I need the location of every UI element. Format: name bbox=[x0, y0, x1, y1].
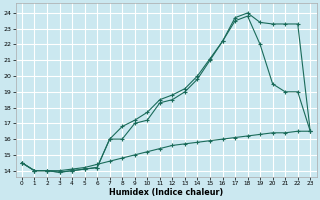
X-axis label: Humidex (Indice chaleur): Humidex (Indice chaleur) bbox=[109, 188, 223, 197]
